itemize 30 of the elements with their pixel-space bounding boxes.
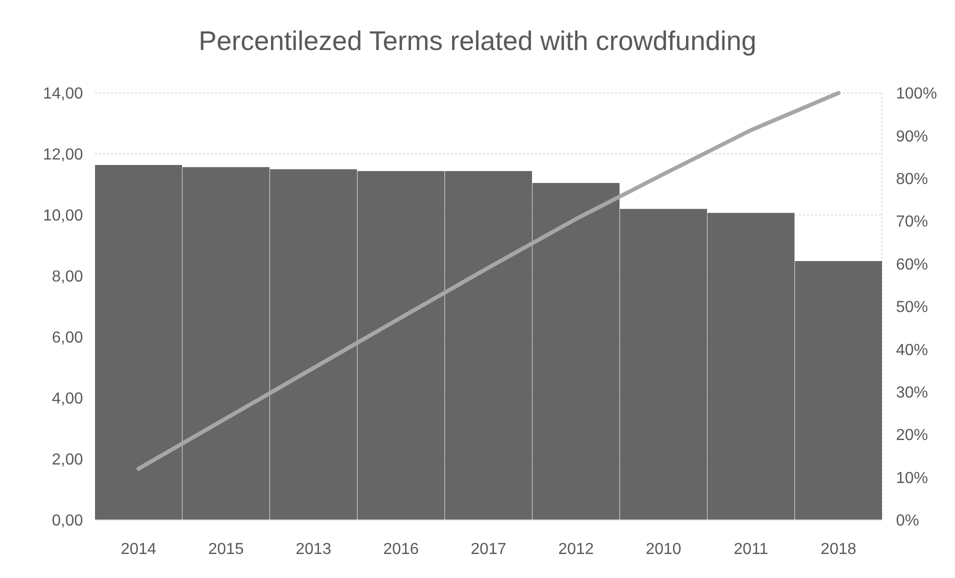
y-tick-label: 2,00 (52, 452, 84, 469)
y2-tick-label: 80% (896, 171, 928, 188)
y2-tick-label: 90% (896, 128, 928, 146)
y2-tick-label: 20% (896, 427, 928, 444)
y-tick-label: 6,00 (52, 330, 84, 347)
chart-title: Percentilezed Terms related with crowdfunding (198, 26, 756, 56)
y2-tick-label: 0% (896, 512, 920, 530)
y2-tick-label: 60% (896, 256, 928, 274)
y2-tick-label: 50% (896, 299, 928, 316)
y-tick-label: 8,00 (52, 268, 84, 286)
x-tick-label: 2016 (383, 541, 419, 558)
y-tick-label: 14,00 (42, 86, 84, 103)
x-tick-label: 2012 (558, 541, 594, 558)
x-tick-label: 2014 (120, 541, 156, 558)
x-tick-label: 2010 (646, 541, 682, 558)
y2-tick-label: 40% (896, 342, 928, 359)
y-tick-label: 4,00 (52, 390, 84, 408)
y2-tick-label: 10% (896, 470, 928, 487)
y-tick-label: 0,00 (52, 512, 84, 530)
x-tick-label: 2017 (470, 541, 506, 558)
x-tick-label: 2015 (208, 541, 244, 558)
y2-tick-label: 30% (896, 384, 928, 402)
line-series (136, 91, 840, 471)
y2-tick-label: 100% (896, 86, 937, 103)
y-tick-label: 12,00 (42, 146, 84, 164)
x-tick-label: 2018 (820, 541, 856, 558)
y-tick-label: 10,00 (42, 208, 84, 225)
x-tick-label: 2011 (734, 541, 768, 558)
x-tick-label: 2013 (296, 541, 332, 558)
y2-tick-label: 70% (896, 214, 928, 231)
